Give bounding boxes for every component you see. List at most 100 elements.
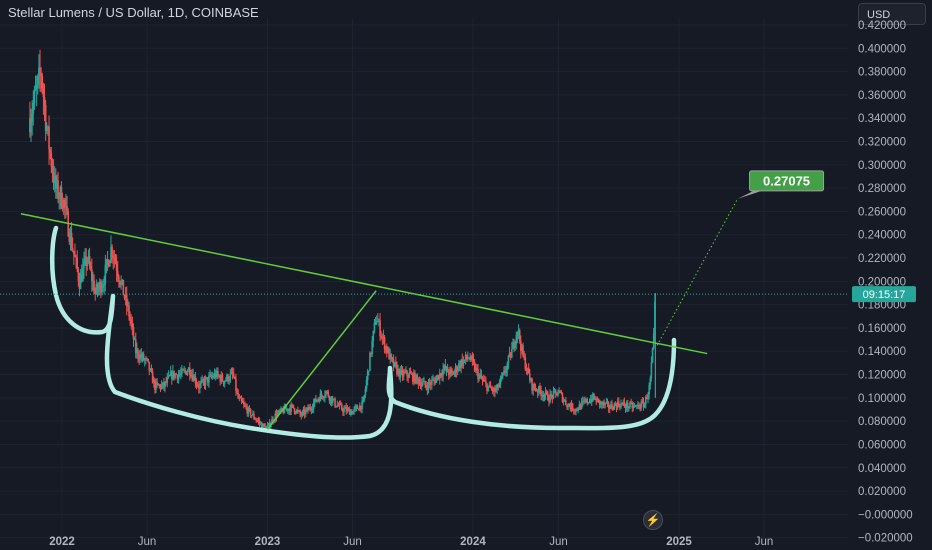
candle-body [635, 405, 638, 407]
candle-body [289, 408, 291, 412]
candle-body [141, 354, 144, 358]
candle-body [165, 381, 167, 383]
candle-body [248, 407, 251, 410]
candle-body [524, 357, 527, 370]
candle-body [137, 349, 139, 357]
candle-body [129, 316, 131, 320]
candle-body [292, 404, 295, 409]
candle-body [344, 407, 346, 409]
candle-body [578, 404, 581, 410]
candle-body [110, 246, 112, 261]
candle-body [55, 175, 57, 189]
candle-body [201, 379, 203, 382]
candle-body [84, 256, 86, 262]
candle-body [148, 361, 151, 371]
candle-body [476, 367, 478, 370]
candle-body [261, 422, 263, 428]
candle-body [589, 399, 592, 403]
candle-body [303, 409, 306, 415]
lightning-icon[interactable]: ⚡ [643, 510, 663, 530]
candle-body [139, 354, 142, 360]
candle-body [136, 349, 138, 354]
candle-body [535, 390, 538, 392]
candle-body [633, 405, 636, 407]
candle-body [442, 368, 444, 376]
candle-body [208, 375, 210, 383]
candle-body [643, 404, 646, 408]
x-tick-label: Jun [343, 536, 362, 548]
candle-body [605, 401, 608, 404]
candle-body [281, 408, 283, 411]
candle-body [312, 402, 315, 409]
candle-body [262, 423, 264, 428]
candle-body [549, 394, 551, 402]
candle-body [601, 402, 603, 405]
candle-body [467, 358, 469, 360]
candle-body [255, 419, 258, 421]
candle-body [321, 395, 324, 398]
candle-body [97, 287, 100, 291]
candle-body [594, 398, 596, 400]
candle-body [552, 390, 555, 399]
candle-body [315, 398, 317, 402]
candle-body [178, 374, 181, 376]
y-tick-label: 0.020000 [858, 486, 906, 498]
candle-body [612, 408, 614, 410]
candle-body [361, 400, 363, 410]
y-tick-label: 0.160000 [858, 323, 906, 335]
candle-body [446, 366, 449, 373]
candle-body [461, 359, 464, 366]
candle-body [47, 126, 49, 130]
candle-body [327, 391, 330, 397]
candle-body [500, 376, 503, 378]
candle-body [369, 352, 371, 371]
candle-body [290, 404, 292, 412]
candle-body [498, 383, 501, 388]
candle-body [604, 403, 607, 405]
candle-body [592, 393, 594, 402]
candle-body [363, 395, 366, 401]
candle-body [143, 359, 146, 361]
candle-body [365, 379, 368, 389]
candle-body [638, 405, 640, 408]
candle-body [324, 395, 326, 398]
candle-body [527, 367, 530, 374]
candle-body [31, 113, 33, 122]
candle-body [39, 67, 41, 74]
candle-body [169, 371, 172, 376]
candle-body [44, 104, 47, 131]
chart-title: Stellar Lumens / US Dollar, 1D, COINBASE [8, 5, 259, 20]
currency-selector[interactable]: USD [858, 3, 926, 25]
candle-body [70, 232, 73, 249]
candle-body [348, 408, 351, 415]
candle-body [630, 402, 632, 404]
candle-body [641, 401, 644, 403]
candle-body [503, 370, 505, 374]
candle-body [302, 409, 305, 412]
x-tick-label: 2024 [460, 536, 486, 548]
candle-body [560, 392, 563, 394]
candle-body [223, 380, 226, 384]
candle-body [60, 186, 63, 207]
candle-body [650, 362, 653, 378]
y-tick-label: 0.140000 [858, 346, 906, 358]
candle-body [417, 378, 420, 385]
candle-body [101, 287, 103, 293]
candle-body [118, 276, 120, 282]
candle-body [30, 121, 32, 133]
candle-body [207, 377, 209, 383]
candle-body [382, 337, 385, 339]
candle-body [222, 381, 225, 384]
candle-body [83, 261, 85, 269]
countdown-label: 09:15:17 [863, 289, 906, 301]
candle-body [567, 404, 569, 408]
candle-body [355, 406, 358, 408]
candle-body [46, 129, 48, 131]
candle-body [388, 348, 390, 360]
candle-body [184, 370, 187, 372]
candle-body [43, 97, 46, 105]
candle-body [494, 388, 496, 393]
candle-body [452, 372, 455, 375]
